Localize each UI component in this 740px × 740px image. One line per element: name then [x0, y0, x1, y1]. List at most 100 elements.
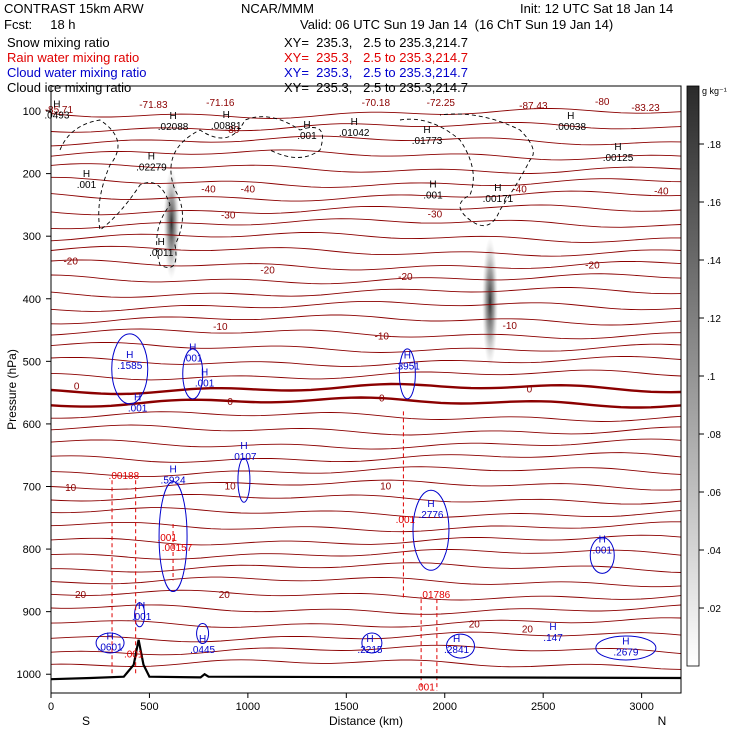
contour-label: -80	[595, 97, 610, 108]
contour-label: 0	[227, 397, 233, 408]
isotherm-line	[50, 438, 682, 450]
colorbar-ramp	[686, 85, 700, 667]
contour-label: -30	[221, 211, 236, 222]
x-tick-label: 0	[48, 701, 54, 713]
isotherm-line	[50, 245, 682, 257]
snow-maximum-label: .00038	[555, 122, 586, 133]
snow-high-marker: H	[351, 117, 358, 128]
cloud-water-high-marker: H	[240, 441, 247, 452]
isotherm-line	[50, 135, 682, 147]
contour-label: -70.18	[362, 98, 391, 109]
y-tick-label: 600	[23, 419, 41, 431]
cloud-water-maximum-label: .1585	[117, 361, 142, 372]
contour-label: 20	[469, 619, 481, 630]
snow-maximum-label: .01773	[412, 136, 443, 147]
y-tick-label: 900	[23, 607, 41, 619]
cloud-water-maximum-label: .0445	[190, 645, 215, 656]
ice-core-shading	[482, 236, 499, 367]
isotherm-line	[50, 548, 682, 560]
y-tick-label: 200	[23, 169, 41, 181]
isotherm-line	[50, 589, 682, 601]
center-label: NCAR/MMM	[241, 1, 314, 16]
rain-water-maximum-label: .001	[415, 682, 435, 693]
y-tick-label: 1000	[17, 669, 41, 681]
snow-high-marker: H	[567, 111, 574, 122]
cloud-water-maximum-label: .0107	[231, 452, 256, 463]
isotherm-line	[50, 534, 682, 546]
contour-label: -20	[260, 266, 275, 277]
snow-maximum-label: .001	[77, 180, 97, 191]
contour-label: -40	[241, 184, 256, 195]
cloud-water-contour	[595, 635, 657, 661]
valid-time: Valid: 06 UTC Sun 19 Jan 14 (16 ChT Sun …	[300, 17, 614, 32]
snow-maximum-label: .02279	[136, 162, 167, 173]
x-axis-title: Distance (km)	[329, 714, 403, 728]
contour-label: 0	[74, 382, 80, 393]
cloud-water-high-marker: H	[138, 601, 145, 612]
cloud-water-contour	[237, 457, 251, 503]
cloud-water-high-marker: H	[126, 350, 133, 361]
colorbar-tick-label: .14	[707, 256, 721, 267]
isotherm-line	[50, 576, 682, 588]
colorbar-tick-label: .1	[707, 372, 716, 383]
north-label: N	[658, 714, 667, 728]
cloud-water-maximum-label: .001	[132, 612, 152, 623]
contour-label: -20	[585, 261, 600, 272]
cloud-water-contour	[134, 602, 146, 628]
isotherm-line	[51, 411, 682, 422]
colorbar-unit: g kg⁻¹	[702, 86, 727, 96]
cloud-water-contour	[446, 633, 475, 659]
snow-high-marker: H	[169, 111, 176, 122]
x-tick-label: 3000	[629, 701, 653, 713]
cloud-water-contour	[412, 489, 450, 571]
isotherm-line	[50, 287, 682, 298]
isotherm-line	[50, 314, 682, 326]
cloud-water-high-marker: H	[622, 636, 629, 647]
x-tick-label: 500	[140, 701, 158, 713]
isotherm-line	[50, 218, 682, 230]
cloud-water-maximum-label: .0601	[98, 642, 123, 653]
cloud-water-maximum-label: .2776	[418, 510, 443, 521]
contour-label: -10	[502, 321, 517, 332]
snow-high-marker: H	[303, 120, 310, 131]
snow-high-marker: H	[494, 183, 501, 194]
cloud-water-contour	[398, 348, 416, 400]
y-tick-label: 400	[23, 294, 41, 306]
cloud-water-contour	[361, 632, 383, 654]
snow-high-marker: H	[158, 237, 165, 248]
contour-label: 10	[225, 482, 237, 493]
legend-cloudwater-label: Cloud water mixing ratio	[7, 65, 147, 80]
snow-high-marker: H	[429, 180, 436, 191]
legend-snow-xy: XY= 235.3, 2.5 to 235.3,214.7	[284, 35, 468, 50]
isotherm-line	[50, 149, 682, 161]
contour-label: -80	[225, 125, 240, 136]
isotherm-line	[50, 273, 682, 285]
snow-high-marker: H	[223, 110, 230, 121]
contour-label: -20	[63, 256, 78, 267]
x-tick-label: 1500	[334, 701, 358, 713]
isotherm-line	[50, 328, 682, 340]
contour-label: -10	[375, 331, 390, 342]
contour-label: -83.23	[631, 103, 660, 114]
contour-label: 0	[379, 393, 385, 404]
cloud-water-high-marker: H	[169, 464, 176, 475]
isotherm-line	[51, 562, 682, 573]
cloud-water-maximum-label: .147	[543, 633, 563, 644]
ice-core-shading	[163, 168, 180, 280]
colorbar-tick-label: .12	[707, 314, 721, 325]
y-tick-label: 500	[23, 356, 41, 368]
rain-water-maximum-label: .001	[396, 515, 416, 526]
isotherm-line	[50, 644, 682, 656]
cloud-water-high-marker: H	[453, 634, 460, 645]
isotherm-line	[50, 452, 682, 463]
y-tick-label: 800	[23, 544, 41, 556]
legend-snow-label: Snow mixing ratio	[7, 35, 110, 50]
contour-label: -40	[654, 186, 669, 197]
contour-label: -40	[201, 184, 216, 195]
isotherm-line	[50, 190, 682, 202]
isotherm-line	[50, 424, 682, 436]
rain-water-maximum-label: .00157	[162, 543, 193, 554]
x-tick-label: 1000	[236, 701, 260, 713]
cloud-water-maximum-label: .001	[128, 403, 148, 414]
isotherm-line	[50, 466, 682, 478]
